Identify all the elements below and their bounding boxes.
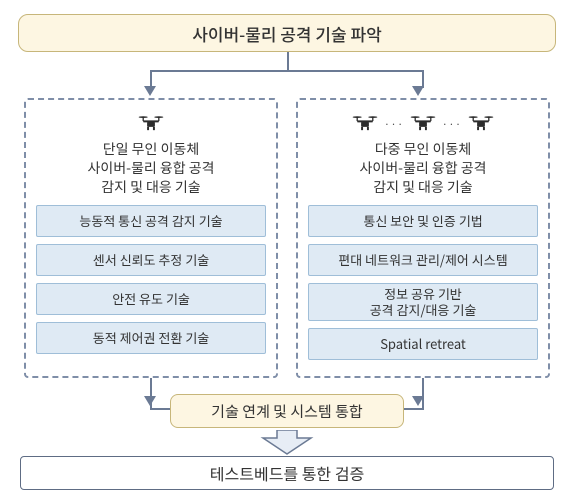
drone-icon-row xyxy=(36,106,266,140)
item-label: 동적 제어권 전환 기술 xyxy=(93,330,209,346)
testbed-box: 테스트베드를 통한 검증 xyxy=(20,456,554,490)
top-title: 사이버-물리 공격 기술 파악 xyxy=(192,21,382,46)
single-uav-panel: 단일 무인 이동체 사이버-물리 융합 공격 감지 및 대응 기술 능동적 통신… xyxy=(24,98,278,378)
arrow-icon xyxy=(144,86,156,96)
link-dots: ··· xyxy=(442,116,462,131)
item-label: 정보 공유 기반 공격 감지/대응 기술 xyxy=(370,286,477,319)
panel-title: 단일 무인 이동체 사이버-물리 융합 공격 감지 및 대응 기술 xyxy=(36,140,266,197)
tech-item: 동적 제어권 전환 기술 xyxy=(36,322,266,354)
tech-item: 안전 유도 기술 xyxy=(36,283,266,315)
multi-uav-panel: ··· ··· 다중 무인 이동체 사이버-물리 융합 공격 감지 및 대응 기… xyxy=(296,98,550,378)
tech-item: 편대 네트워크 관리/제어 시스템 xyxy=(308,244,538,276)
item-label: 통신 보안 및 인증 기법 xyxy=(363,213,482,229)
top-box: 사이버-물리 공격 기술 파악 xyxy=(18,14,556,52)
title-line: 사이버-물리 융합 공격 xyxy=(308,159,538,178)
title-line: 단일 무인 이동체 xyxy=(36,140,266,159)
item-label: 능동적 통신 공격 감지 기술 xyxy=(79,213,222,229)
tech-item: 정보 공유 기반 공격 감지/대응 기술 xyxy=(308,283,538,322)
drone-icon-row: ··· ··· xyxy=(308,106,538,140)
drone-icon xyxy=(352,113,378,133)
item-label: Spatial retreat xyxy=(380,336,466,352)
tech-item: 능동적 통신 공격 감지 기술 xyxy=(36,205,266,237)
integration-label: 기술 연계 및 시스템 통합 xyxy=(211,401,362,422)
drone-icon xyxy=(468,113,494,133)
title-line: 사이버-물리 융합 공격 xyxy=(36,159,266,178)
item-label: 센서 신뢰도 추정 기술 xyxy=(93,252,209,268)
testbed-label: 테스트베드를 통한 검증 xyxy=(210,461,364,485)
arrow-icon xyxy=(144,396,156,406)
tech-item: Spatial retreat xyxy=(308,328,538,360)
arrow-icon xyxy=(412,86,424,96)
link-dots: ··· xyxy=(384,116,404,131)
title-line: 감지 및 대응 기술 xyxy=(308,178,538,197)
integration-box: 기술 연계 및 시스템 통합 xyxy=(170,394,404,428)
item-label: 편대 네트워크 관리/제어 시스템 xyxy=(338,252,507,268)
panel-title: 다중 무인 이동체 사이버-물리 융합 공격 감지 및 대응 기술 xyxy=(308,140,538,197)
connector xyxy=(287,52,289,70)
tech-item: 통신 보안 및 인증 기법 xyxy=(308,205,538,237)
arrow-icon xyxy=(412,396,424,406)
connector xyxy=(150,70,424,72)
tech-item: 센서 신뢰도 추정 기술 xyxy=(36,244,266,276)
drone-icon xyxy=(138,113,164,133)
title-line: 다중 무인 이동체 xyxy=(308,140,538,159)
drone-icon xyxy=(410,113,436,133)
item-label: 안전 유도 기술 xyxy=(112,291,190,307)
title-line: 감지 및 대응 기술 xyxy=(36,178,266,197)
